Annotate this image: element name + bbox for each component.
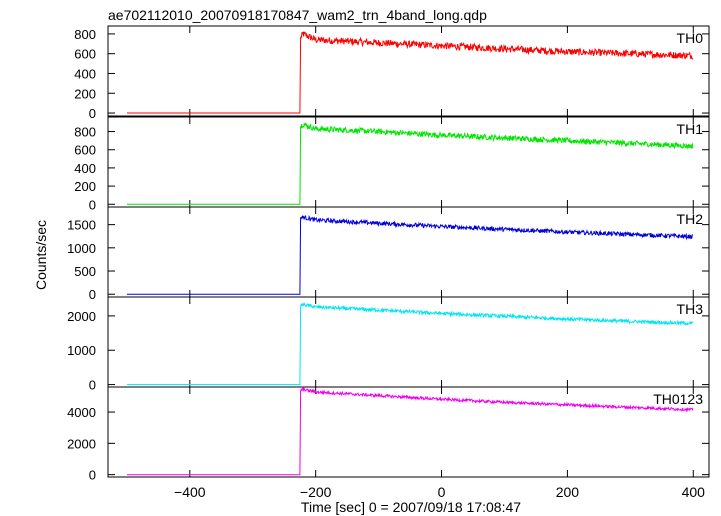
panel-label: TH1 [677, 121, 704, 137]
y-tick-label: 0 [89, 468, 96, 483]
y-tick-label: 0 [89, 106, 96, 121]
y-tick-label: 2000 [67, 309, 96, 324]
panel-th3: 0 1000 2000 TH3 [67, 296, 710, 393]
y-tick-label: 0 [89, 197, 96, 212]
series-line-th1 [126, 122, 694, 205]
y-tick-label: 1500 [67, 218, 96, 233]
y-tick-label: 1000 [67, 343, 96, 358]
panel-frame [107, 206, 710, 298]
panel-label: TH0123 [653, 391, 703, 407]
x-tick-label: −200 [300, 484, 332, 500]
y-tick-label: 0 [89, 378, 96, 393]
series-line-th2 [126, 214, 693, 295]
y-tick-label: 200 [74, 179, 96, 194]
panel-th0: 0 200 400 600 800 TH0 [74, 25, 710, 121]
y-tick-label: 400 [74, 161, 96, 176]
y-axis-label: Counts/sec [33, 220, 49, 290]
panel-th0123: 0 2000 4000 TH0123 −400 −200 0 200 400 [67, 386, 710, 500]
series-line-th0123 [126, 386, 694, 476]
y-tick-label: 0 [89, 287, 96, 302]
x-tick-label: −400 [174, 484, 206, 500]
x-axis-label: Time [sec] 0 = 2007/09/18 17:08:47 [301, 499, 521, 515]
panel-th2: 0 500 1000 1500 TH2 [67, 206, 710, 302]
y-tick-label: 2000 [67, 436, 96, 451]
x-tick-label: 400 [682, 484, 706, 500]
panel-frame [107, 25, 710, 117]
series-line-th3 [126, 301, 694, 386]
x-tick-label: 200 [556, 484, 580, 500]
panel-label: TH2 [677, 211, 704, 227]
chart-title: ae702112010_20070918170847_wam2_trn_4ban… [108, 7, 487, 23]
y-tick-label: 500 [74, 264, 96, 279]
panel-frame [107, 116, 710, 208]
y-tick-label: 600 [74, 47, 96, 62]
panel-th1: 0 200 400 600 800 TH1 [74, 116, 710, 212]
y-tick-label: 600 [74, 143, 96, 158]
y-tick-label: 1000 [67, 241, 96, 256]
panel-frame [107, 296, 710, 388]
x-tick-label: 0 [438, 484, 446, 500]
panel-label: TH0 [677, 30, 704, 46]
y-tick-label: 800 [74, 27, 96, 42]
y-tick-label: 800 [74, 125, 96, 140]
series-line-th0 [126, 31, 694, 114]
y-tick-label: 200 [74, 86, 96, 101]
panel-frame [107, 386, 710, 478]
y-tick-label: 400 [74, 66, 96, 81]
y-tick-label: 4000 [67, 405, 96, 420]
panel-label: TH3 [677, 301, 704, 317]
panels: 0 200 400 600 800 TH0 0 200 400 600 800 TH1 0 500 1000… [67, 25, 710, 500]
